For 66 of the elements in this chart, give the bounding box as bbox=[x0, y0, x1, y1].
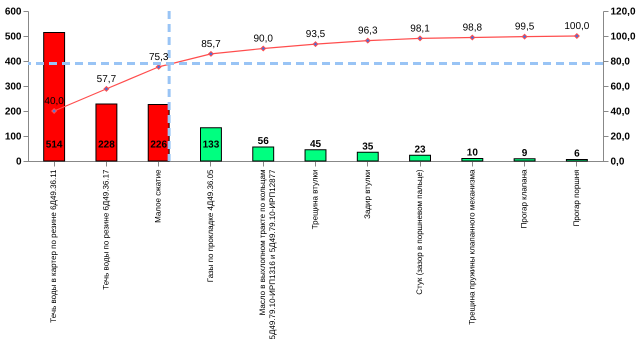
x-tick-label: Прогар поршня bbox=[572, 170, 581, 226]
x-tick-label: Прогар клапана bbox=[520, 168, 529, 228]
x-tick-label: Течь воды в картер по резине 6Д49.36.11 bbox=[49, 168, 58, 323]
bar bbox=[252, 146, 274, 162]
y-tick-label: 500 bbox=[4, 32, 22, 42]
x-tick-label: Газы по прокладке 4Д49.36.05 bbox=[206, 168, 215, 282]
y-tick-label: 0 bbox=[16, 156, 22, 168]
data-label: 98,8 bbox=[462, 22, 482, 34]
data-label: 45 bbox=[310, 138, 322, 150]
y2-tick-label: 60,0 bbox=[610, 82, 630, 92]
x-tick-label: Стук (зазор в поршневом пальце) bbox=[415, 169, 424, 295]
data-label: 35 bbox=[362, 141, 374, 152]
bar bbox=[409, 154, 431, 162]
y-tick-label: 600 bbox=[4, 6, 22, 18]
y2-tick-label: 0,0 bbox=[610, 156, 625, 168]
x-tick-label: Малое сжатие bbox=[154, 168, 163, 223]
bar bbox=[514, 158, 536, 162]
point bbox=[260, 46, 266, 52]
data-label: 10 bbox=[466, 148, 478, 158]
data-label: 40,0 bbox=[44, 96, 64, 107]
data-label: 56 bbox=[258, 136, 270, 147]
point bbox=[469, 34, 476, 40]
y2-tick-label: 20,0 bbox=[610, 132, 630, 142]
point bbox=[104, 86, 110, 92]
data-label: 90,0 bbox=[253, 34, 274, 44]
data-label: 96,3 bbox=[358, 26, 378, 37]
point bbox=[522, 34, 528, 40]
y2-tick-label: 40,0 bbox=[610, 106, 630, 118]
data-label: 75,3 bbox=[148, 52, 169, 63]
data-label: 100,0 bbox=[564, 21, 590, 32]
data-label: 226 bbox=[150, 140, 168, 150]
y2-tick-label: 80,0 bbox=[610, 56, 630, 68]
point bbox=[574, 33, 580, 39]
data-label: 228 bbox=[98, 140, 116, 150]
x-tick-label: Трещина пружины клапанного механизма bbox=[467, 168, 476, 325]
point bbox=[208, 51, 214, 57]
data-label: 57,7 bbox=[96, 74, 117, 85]
y-tick-label: 100 bbox=[4, 132, 22, 142]
point bbox=[51, 108, 57, 114]
data-label: 23 bbox=[414, 144, 426, 156]
bar bbox=[43, 32, 66, 162]
point bbox=[312, 41, 318, 47]
y-tick-label: 300 bbox=[4, 82, 22, 92]
data-label: 6 bbox=[574, 148, 580, 160]
y2-tick-label: 100,0 bbox=[610, 32, 636, 42]
data-label: 93,5 bbox=[306, 29, 326, 40]
data-label: 99,5 bbox=[514, 22, 535, 33]
data-label: 85,7 bbox=[201, 38, 222, 50]
bar bbox=[95, 104, 118, 162]
data-label: 98,1 bbox=[410, 23, 430, 34]
data-label: 133 bbox=[202, 140, 220, 150]
bar bbox=[461, 158, 484, 162]
y-tick-label: 400 bbox=[4, 56, 22, 68]
x-tick-label: Задир втулки bbox=[362, 170, 372, 219]
bar bbox=[356, 152, 379, 162]
y-tick-label: 200 bbox=[4, 106, 22, 118]
point bbox=[364, 38, 371, 44]
x-tick-label: Масло в выхлопном тракте по кольцам 5Д49.79.10-ИРП1316 и 5Д49.79.10-ИРП12877 bbox=[258, 168, 278, 340]
point bbox=[417, 36, 423, 42]
bar bbox=[200, 127, 222, 162]
data-label: 514 bbox=[46, 140, 63, 150]
y2-tick-label: 120,0 bbox=[610, 6, 636, 18]
bar bbox=[304, 149, 326, 162]
x-tick-label: Трещина втулки bbox=[310, 170, 320, 230]
x-tick-label: Течь воды по резине 6Д49.36.17 bbox=[101, 168, 110, 290]
data-label: 9 bbox=[522, 148, 528, 159]
